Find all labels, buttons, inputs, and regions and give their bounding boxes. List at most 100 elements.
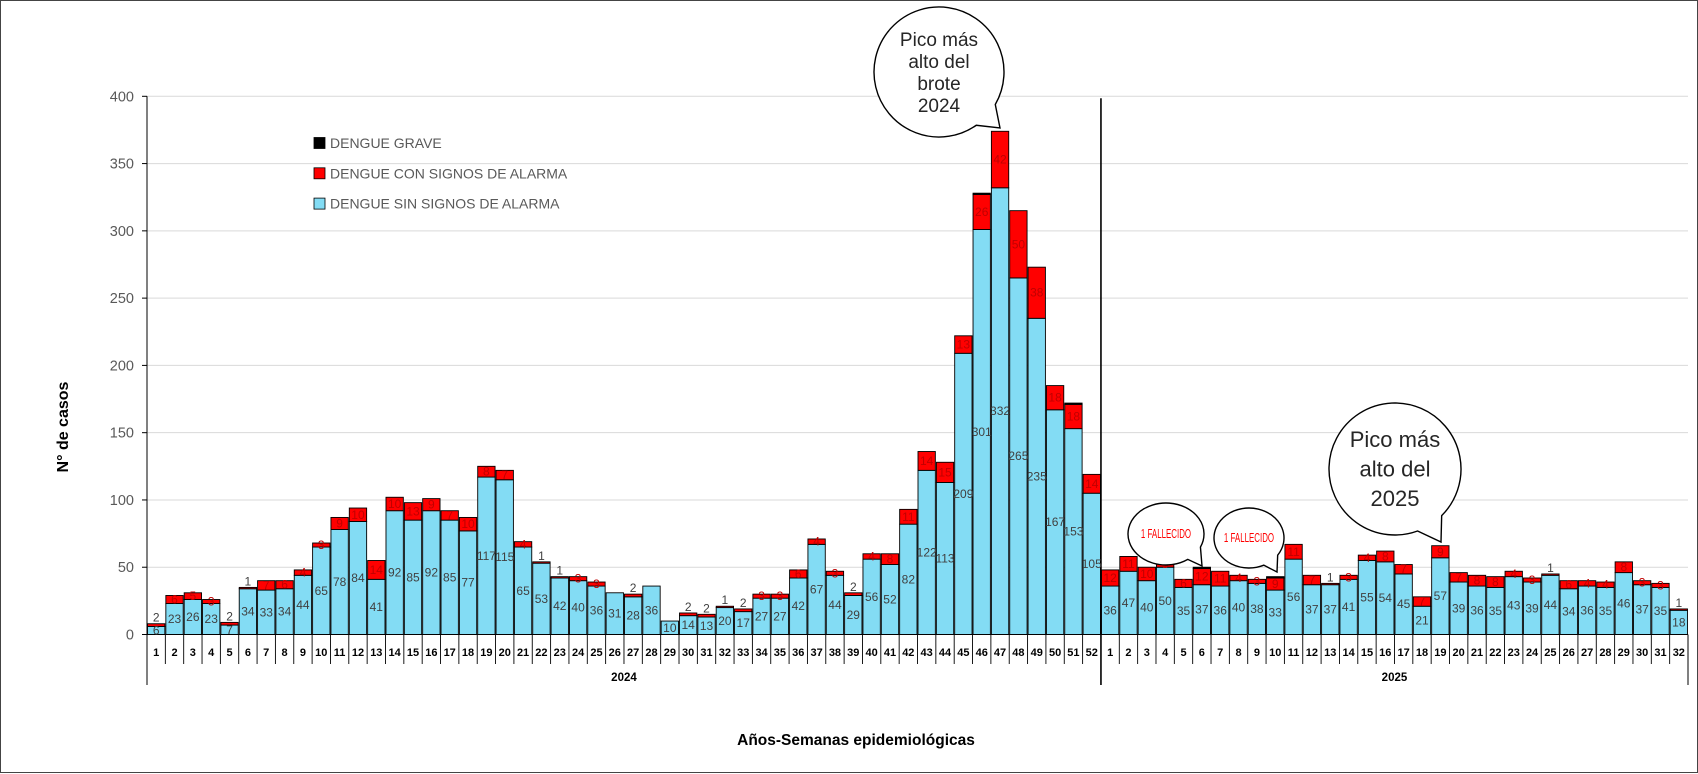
x-tick-label-week: 32 [719, 647, 731, 659]
value-label-con-signos: 3 [208, 595, 215, 609]
bar-con-signos-2024-w10 [312, 542, 331, 548]
bar-con-signos-2025-w20 [1449, 572, 1468, 583]
x-tick-label-week: 47 [994, 647, 1006, 659]
callout-text: 2024 [918, 96, 961, 117]
value-label-con-signos: 1 [1547, 561, 1554, 575]
legend-label: DENGUE CON SIGNOS DE ALARMA [330, 165, 568, 181]
bar-con-signos-2025-w29 [1614, 561, 1633, 574]
value-label-sin-signos: 53 [535, 592, 549, 606]
value-label-con-signos: 1 [1327, 570, 1334, 584]
value-label-sin-signos: 65 [516, 584, 530, 598]
x-tick-label-week: 9 [1254, 647, 1260, 659]
x-tick-label-week: 23 [554, 647, 566, 659]
x-tick-label-week: 21 [1471, 647, 1483, 659]
value-label-con-signos: 13 [406, 504, 420, 518]
value-label-sin-signos: 44 [828, 598, 842, 612]
bar-con-signos-2024-w9 [293, 569, 313, 576]
bar-con-signos-2024-w42 [899, 508, 918, 525]
value-label-con-signos: 2 [685, 600, 692, 614]
callout-text: 1 FALLECIDO [1224, 531, 1274, 545]
value-label-sin-signos: 45 [1397, 597, 1411, 611]
bar-con-signos-2024-w35 [770, 593, 790, 599]
value-label-sin-signos: 113 [935, 551, 954, 565]
speech-bubble-shape [1213, 507, 1285, 574]
bar-con-signos-2024-w44 [935, 461, 955, 483]
value-label-sin-signos: 52 [883, 593, 897, 607]
value-label-con-signos: 4 [1364, 551, 1371, 565]
value-label-sin-signos: 39 [1452, 601, 1466, 615]
bar-con-signos-2025-w23 [1504, 570, 1523, 578]
x-tick-label-week: 29 [664, 647, 676, 659]
value-label-sin-signos: 56 [865, 590, 879, 604]
x-tick-label-week: 16 [1379, 647, 1391, 659]
bar-con-signos-2024-w27 [624, 593, 643, 598]
value-label-sin-signos: 65 [315, 584, 329, 598]
x-tick-label-week: 10 [1269, 647, 1281, 659]
value-label-sin-signos: 7 [226, 623, 233, 637]
x-tick-label-week: 49 [1031, 647, 1043, 659]
value-label-sin-signos: 35 [1654, 604, 1668, 618]
value-label-sin-signos: 44 [296, 598, 310, 612]
x-tick-label-week: 41 [884, 647, 896, 659]
x-tick-label-week: 4 [1162, 647, 1169, 659]
x-tick-label-week: 14 [389, 647, 402, 659]
value-label-sin-signos: 36 [1470, 603, 1484, 617]
value-label-con-signos: 7 [1455, 570, 1462, 584]
bar-con-signos-2024-w47 [990, 130, 1010, 189]
x-tick-label-week: 8 [1235, 647, 1241, 659]
value-label-con-signos: 8 [1474, 574, 1481, 588]
value-label-con-signos: 7 [446, 508, 453, 522]
bar-con-signos-2024-w13 [367, 560, 386, 580]
value-label-sin-signos: 36 [645, 603, 659, 617]
speech-bubble-shape [873, 6, 1005, 138]
value-label-sin-signos: 46 [1617, 597, 1631, 611]
y-tick-label: 150 [110, 426, 134, 442]
value-label-con-signos: 2 [630, 581, 637, 595]
value-label-con-signos: 6 [1180, 576, 1187, 590]
bar-con-signos-2025-w27 [1577, 580, 1597, 587]
x-tick-label-week: 5 [226, 647, 232, 659]
y-tick-label: 250 [110, 291, 134, 307]
x-tick-label-week: 9 [300, 647, 306, 659]
value-label-sin-signos: 235 [1027, 469, 1047, 483]
value-label-sin-signos: 44 [1544, 598, 1558, 612]
bar-con-signos-2024-w20 [495, 469, 514, 481]
value-label-con-signos: 7 [1400, 562, 1407, 576]
value-label-sin-signos: 39 [1525, 601, 1539, 615]
x-tick-label-week: 50 [1049, 647, 1061, 659]
x-tick-label-week: 35 [774, 647, 786, 659]
bar-con-signos-2024-w50 [1045, 385, 1065, 411]
value-label-sin-signos: 42 [792, 599, 806, 613]
x-tick-label-week: 19 [1434, 647, 1446, 659]
x-tick-label-week: 7 [263, 647, 269, 659]
x-tick-label-week: 31 [1654, 647, 1666, 659]
value-label-con-signos: 3 [318, 538, 325, 552]
x-tick-label-week: 32 [1673, 647, 1685, 659]
x-tick-label-week: 38 [829, 647, 841, 659]
year-label-2025: 2025 [1382, 672, 1408, 684]
value-label-con-signos: 8 [1620, 560, 1627, 574]
bar-con-signos-2024-w11 [330, 516, 349, 531]
value-label-sin-signos: 37 [1305, 603, 1319, 617]
x-tick-label-week: 17 [444, 647, 456, 659]
legend-item-sin-signos: DENGUE SIN SIGNOS DE ALARMA [313, 196, 560, 212]
value-label-con-signos: 6 [1565, 578, 1572, 592]
callout-peak-2025: Pico más alto del 2025 [1328, 402, 1462, 544]
bar-con-signos-2024-w49 [1027, 266, 1046, 319]
value-label-con-signos: 3 [575, 572, 582, 586]
value-label-sin-signos: 57 [1434, 589, 1448, 603]
bar-con-signos-2024-w33 [734, 608, 753, 613]
y-tick-label: 300 [110, 224, 134, 240]
x-tick-label-week: 40 [866, 647, 878, 659]
callout-text: 1 FALLECIDO [1141, 527, 1191, 541]
bar-con-signos-2025-w31 [1651, 582, 1670, 588]
x-tick-label-week: 34 [755, 647, 768, 659]
bar-con-signos-2025-w15 [1357, 554, 1377, 561]
x-tick-label-week: 19 [480, 647, 492, 659]
x-tick-label-week: 13 [1324, 647, 1336, 659]
value-label-sin-signos: 115 [495, 550, 514, 564]
x-tick-label-week: 2 [1125, 647, 1131, 659]
legend-swatch [313, 197, 326, 210]
